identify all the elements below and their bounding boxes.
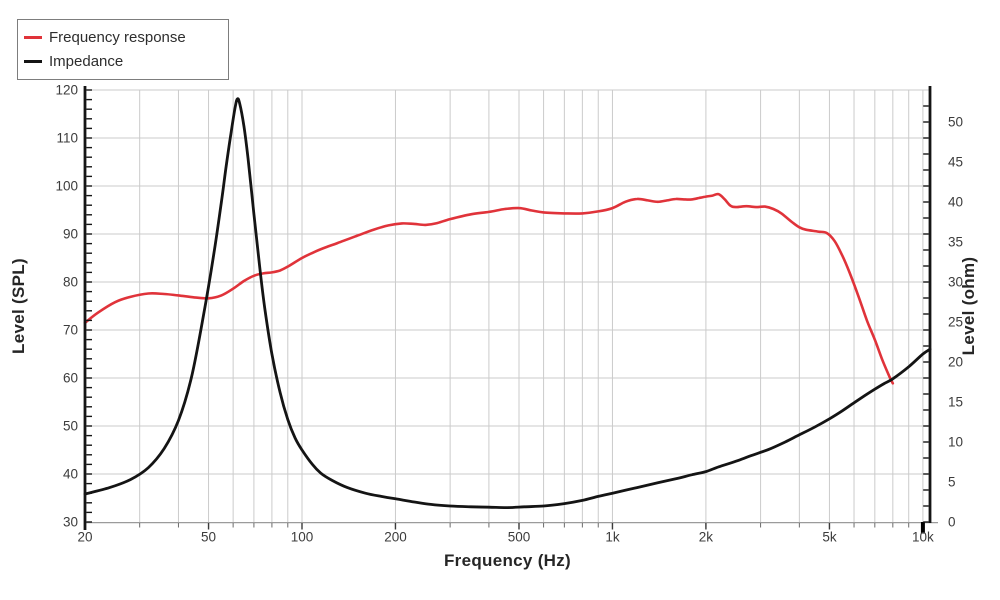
- x-tick-label: 50: [201, 530, 216, 545]
- x-tick-label: 2k: [699, 530, 714, 545]
- right-axis-tick-label: 40: [948, 195, 963, 210]
- right-axis-tick-label: 30: [948, 275, 963, 290]
- left-axis-tick-label: 90: [63, 227, 78, 242]
- legend-item-impedance: Impedance: [24, 49, 220, 73]
- left-axis-tick-label: 70: [63, 323, 78, 338]
- left-axis-tick-label: 100: [55, 179, 78, 194]
- x-tick-label: 20: [77, 530, 92, 545]
- right-axis-tick-label: 50: [948, 115, 963, 130]
- left-axis-tick-label: 80: [63, 275, 78, 290]
- legend: Frequency response Impedance: [17, 19, 229, 80]
- legend-label: Frequency response: [49, 28, 186, 46]
- legend-label: Impedance: [49, 52, 124, 70]
- x-tick-label: 10k: [912, 530, 934, 545]
- x-tick-label: 5k: [822, 530, 837, 545]
- x-tick-label: 200: [384, 530, 407, 545]
- right-axis-tick-label: 20: [948, 355, 963, 370]
- x-tick-label: 500: [508, 530, 531, 545]
- frequency-response-line-swatch: [24, 35, 42, 39]
- frequency-response-curve: [83, 192, 895, 385]
- legend-item-frequency-response: Frequency response: [24, 25, 220, 49]
- right-axis-tick-label: 10: [948, 435, 963, 450]
- left-axis-tick-label: 120: [55, 83, 78, 98]
- left-axis-tick-label: 50: [63, 419, 78, 434]
- right-axis-tick-label: 35: [948, 235, 963, 250]
- impedance-line-swatch: [24, 59, 42, 63]
- left-axis-tick-label: 30: [63, 515, 78, 530]
- right-axis-tick-label: 5: [948, 475, 956, 490]
- x-tick-label: 1k: [605, 530, 620, 545]
- left-axis-title: Level (SPL): [9, 258, 28, 354]
- right-axis-tick-label: 45: [948, 155, 963, 170]
- left-axis-tick-label: 40: [63, 467, 78, 482]
- left-axis-tick-label: 110: [56, 131, 78, 146]
- left-axis-tick-label: 60: [63, 371, 78, 386]
- right-axis-tick-label: 25: [948, 315, 963, 330]
- x-tick-label: 100: [291, 530, 314, 545]
- right-axis-tick-label: 15: [948, 395, 963, 410]
- impedance-curve: [83, 97, 932, 510]
- right-axis-title: Level (ohm): [959, 256, 978, 356]
- right-axis-tick-label: 0: [948, 515, 956, 530]
- x-axis-title: Frequency (Hz): [444, 551, 571, 570]
